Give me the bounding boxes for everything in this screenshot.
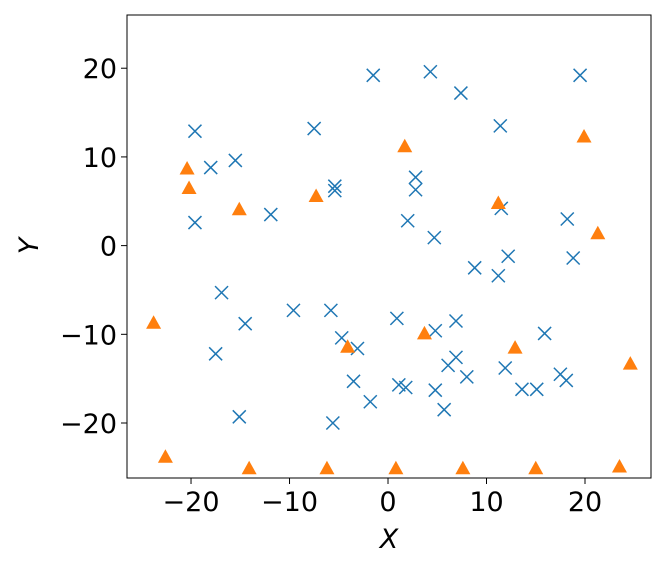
triangle-marker bbox=[490, 195, 506, 210]
x-marker bbox=[214, 285, 229, 300]
x-marker bbox=[437, 402, 452, 417]
triangle-marker bbox=[340, 339, 356, 353]
x-marker bbox=[325, 415, 340, 431]
x-marker bbox=[423, 64, 438, 79]
triangle-marker bbox=[611, 458, 627, 473]
triangle-marker bbox=[231, 201, 247, 216]
x-marker bbox=[514, 382, 530, 397]
x-marker bbox=[448, 350, 464, 365]
x-marker bbox=[350, 341, 365, 356]
triangle-marker bbox=[319, 460, 335, 475]
triangle-marker bbox=[397, 138, 413, 153]
x-marker bbox=[187, 124, 202, 139]
x-tick-label: 0 bbox=[379, 487, 396, 518]
x-marker bbox=[363, 394, 378, 409]
x-marker bbox=[566, 251, 581, 266]
triangle-marker bbox=[622, 356, 638, 370]
triangle-marker bbox=[528, 460, 544, 475]
x-marker bbox=[323, 303, 338, 318]
x-marker bbox=[238, 316, 253, 331]
x-marker bbox=[346, 374, 361, 389]
triangle-marker bbox=[507, 340, 523, 354]
x-marker bbox=[389, 311, 404, 326]
x-marker bbox=[560, 211, 575, 227]
y-tick-label: 0 bbox=[100, 232, 117, 263]
triangle-marker bbox=[308, 188, 324, 202]
x-marker bbox=[286, 303, 301, 318]
x-marker bbox=[559, 373, 574, 388]
x-marker bbox=[208, 346, 223, 361]
x-marker bbox=[448, 313, 464, 329]
x-marker bbox=[408, 170, 423, 185]
x-marker bbox=[203, 160, 218, 175]
x-marker bbox=[498, 360, 513, 376]
x-marker bbox=[491, 268, 506, 283]
x-marker bbox=[400, 213, 415, 228]
triangle-marker bbox=[388, 460, 404, 475]
y-tick-label: −10 bbox=[60, 320, 117, 351]
triangle-marker bbox=[157, 449, 173, 463]
x-marker bbox=[453, 86, 468, 101]
triangle-marker bbox=[576, 129, 592, 143]
triangle-marker bbox=[179, 160, 195, 175]
y-tick-label: 10 bbox=[83, 143, 117, 174]
x-marker bbox=[366, 68, 381, 83]
x-marker bbox=[501, 249, 516, 264]
x-marker bbox=[459, 369, 474, 384]
x-marker bbox=[307, 121, 322, 136]
x-marker bbox=[228, 153, 243, 168]
plot-frame bbox=[126, 14, 652, 479]
x-marker bbox=[537, 326, 552, 341]
x-marker bbox=[427, 230, 442, 245]
x-marker bbox=[327, 179, 342, 194]
x-tick-label: −20 bbox=[163, 487, 220, 518]
triangle-marker bbox=[455, 460, 471, 475]
x-marker bbox=[232, 409, 247, 424]
triangle-marker bbox=[146, 315, 162, 329]
x-marker bbox=[428, 323, 443, 338]
x-marker bbox=[263, 207, 278, 222]
x-marker bbox=[187, 215, 202, 230]
y-tick-label: 20 bbox=[83, 54, 117, 85]
y-axis-label: Y bbox=[14, 235, 45, 254]
x-axis-label: X bbox=[378, 524, 399, 555]
x-marker bbox=[327, 183, 342, 198]
x-marker bbox=[493, 118, 508, 133]
triangle-marker bbox=[416, 325, 432, 340]
x-marker bbox=[467, 260, 482, 275]
x-marker bbox=[398, 380, 413, 395]
x-tick-label: 20 bbox=[568, 487, 602, 518]
x-marker bbox=[573, 68, 588, 83]
x-marker bbox=[428, 383, 443, 398]
x-marker bbox=[408, 182, 423, 197]
y-tick-label: −20 bbox=[60, 409, 117, 440]
triangle-marker bbox=[241, 460, 257, 475]
x-marker bbox=[529, 382, 544, 397]
triangle-marker bbox=[590, 225, 606, 240]
x-tick-label: 10 bbox=[469, 487, 503, 518]
x-tick-label: −10 bbox=[261, 487, 318, 518]
triangle-marker bbox=[181, 180, 197, 194]
